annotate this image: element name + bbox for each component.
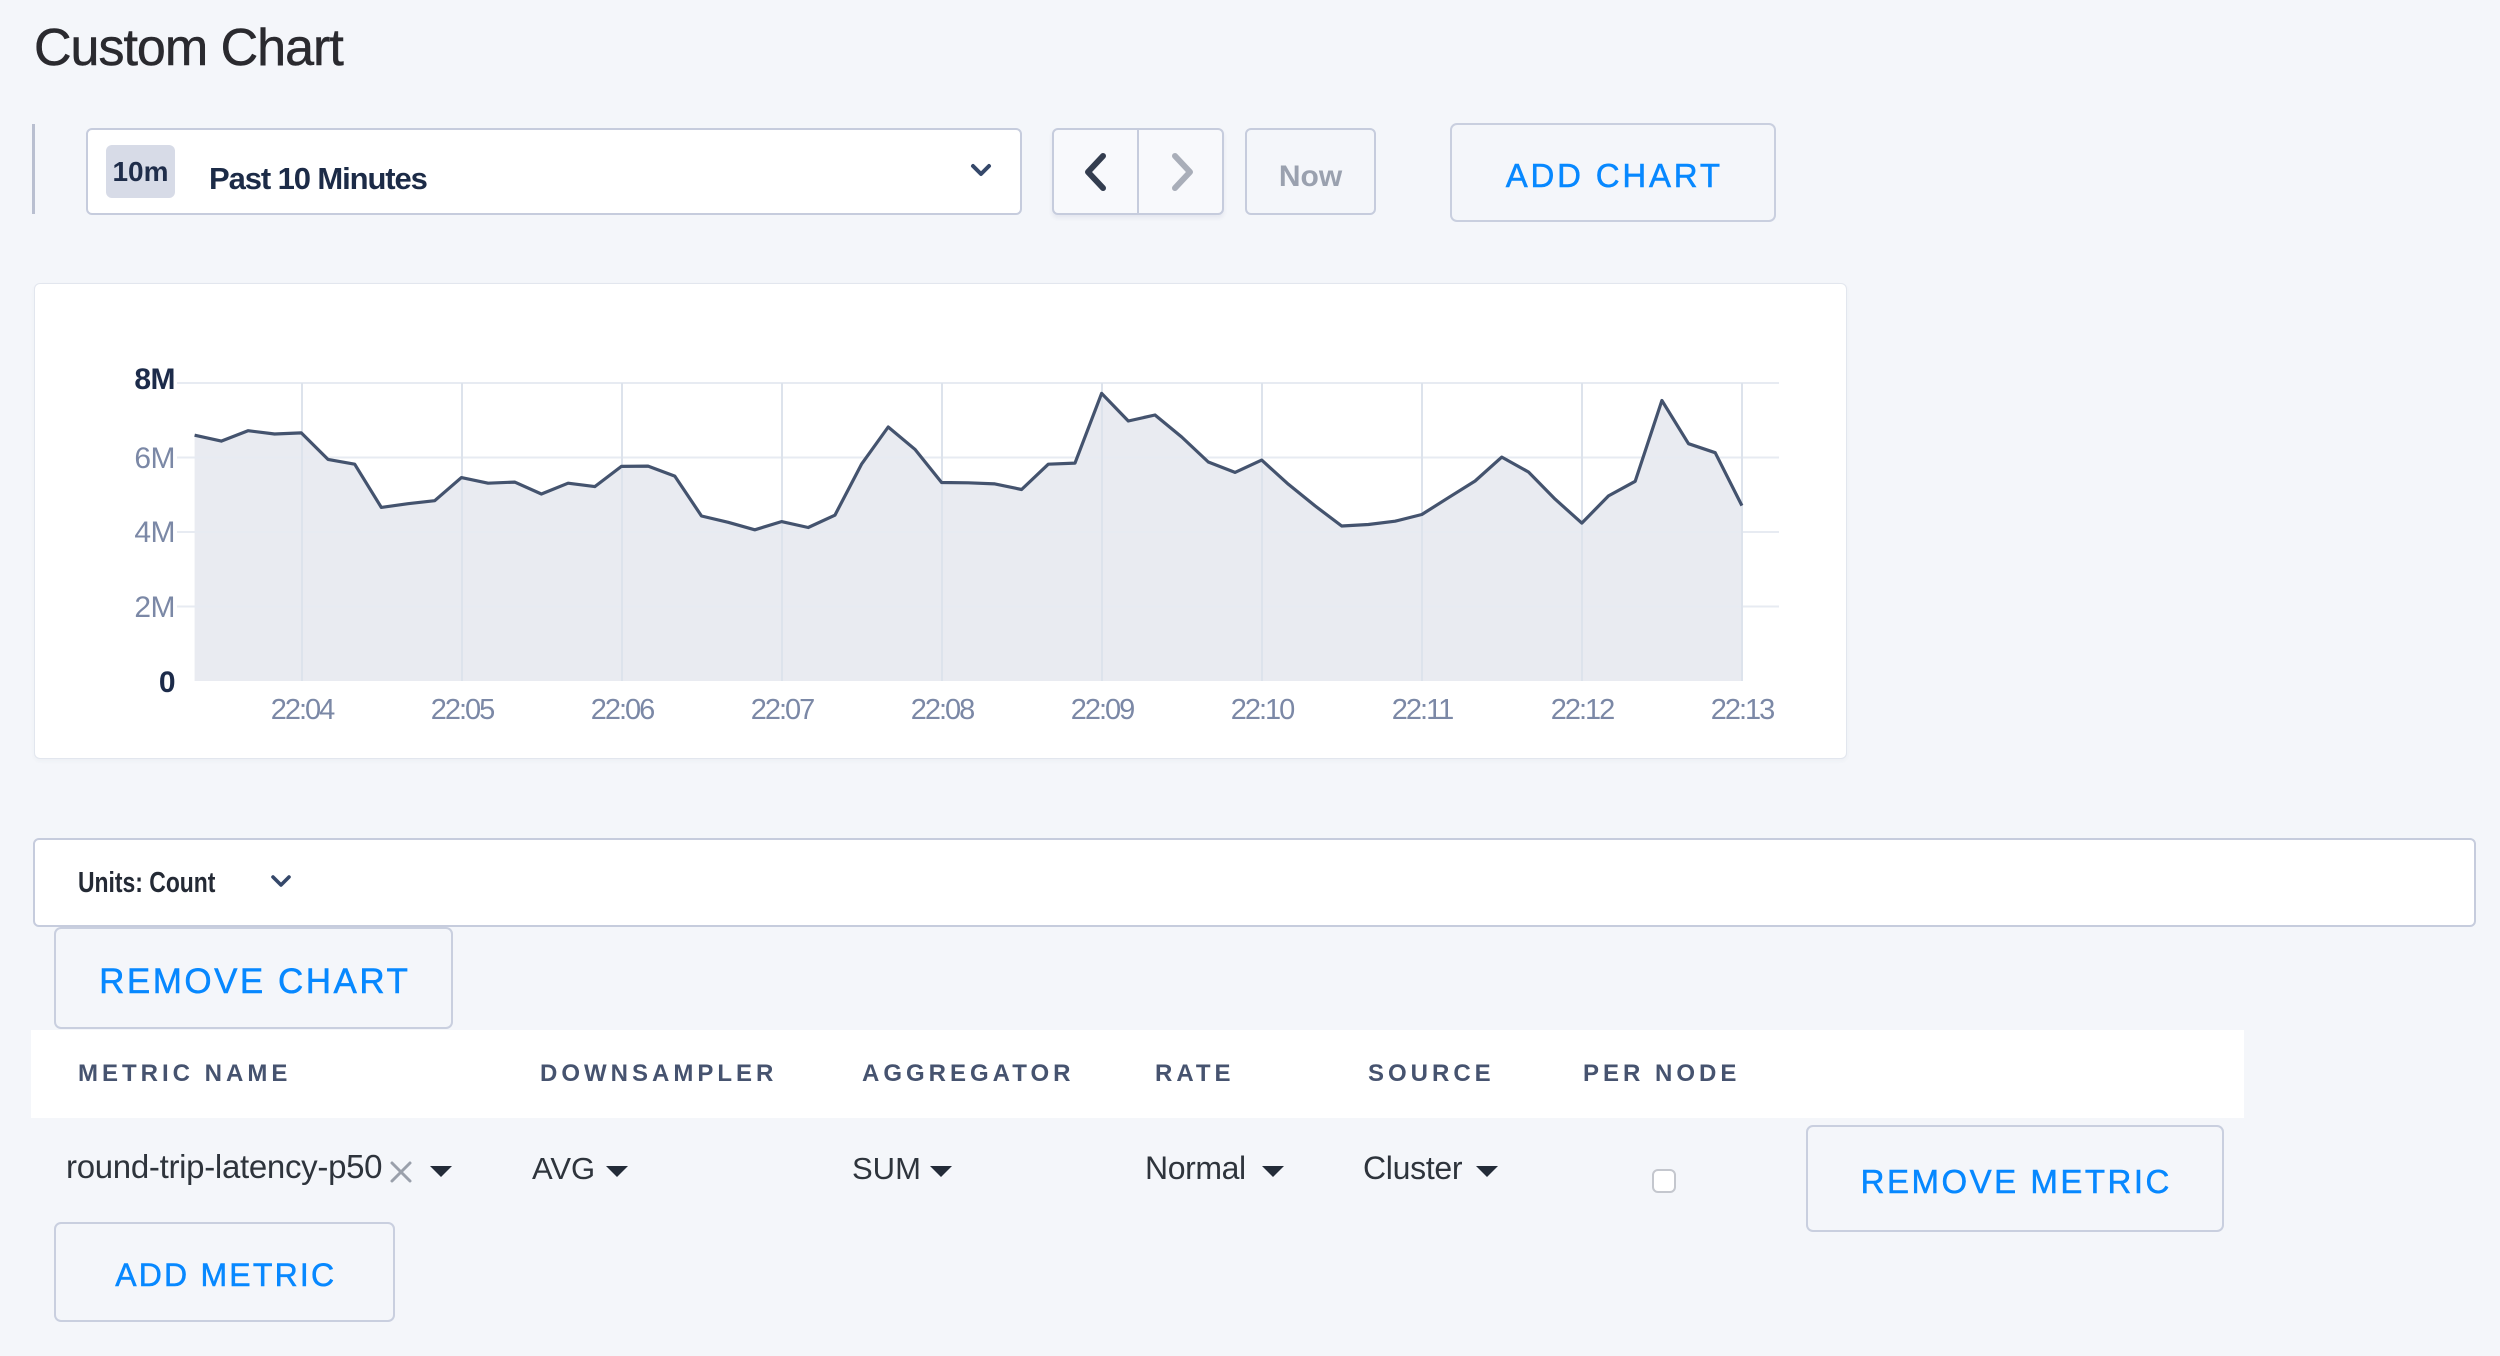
svg-text:8M: 8M	[134, 363, 175, 396]
svg-text:22:07: 22:07	[751, 694, 814, 726]
svg-text:22:08: 22:08	[911, 694, 974, 726]
svg-text:22:11: 22:11	[1392, 694, 1453, 726]
svg-text:22:04: 22:04	[271, 694, 335, 726]
svg-text:22:13: 22:13	[1711, 694, 1774, 726]
svg-text:22:12: 22:12	[1551, 694, 1614, 726]
svg-text:0: 0	[159, 666, 175, 699]
svg-text:22:09: 22:09	[1071, 694, 1134, 726]
svg-text:2M: 2M	[134, 591, 175, 624]
svg-text:4M: 4M	[134, 516, 175, 549]
svg-text:22:10: 22:10	[1231, 694, 1294, 726]
svg-text:22:05: 22:05	[431, 694, 494, 726]
svg-text:22:06: 22:06	[591, 694, 654, 726]
svg-text:6M: 6M	[134, 442, 175, 475]
